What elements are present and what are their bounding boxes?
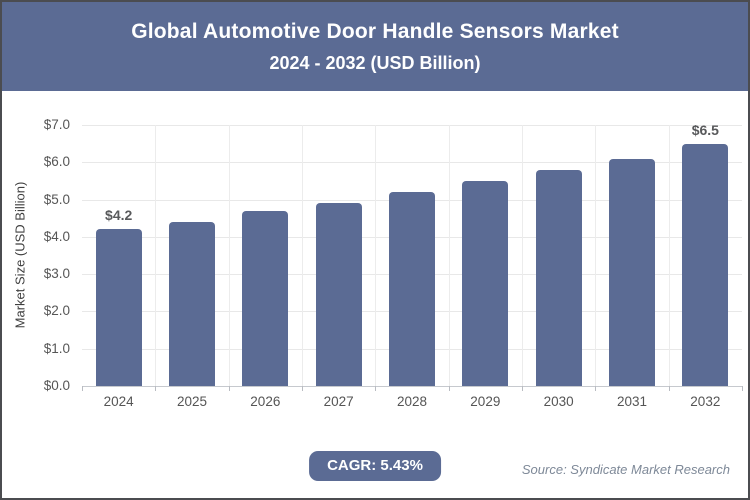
y-axis-tick-label: $4.0: [43, 228, 70, 244]
gridline-vertical: [595, 125, 597, 386]
x-axis-tick-mark: [375, 386, 377, 391]
gridline-vertical: [448, 125, 450, 386]
x-axis-tick-mark: [522, 386, 523, 391]
bar-2027: [315, 203, 362, 386]
cagr-badge: CAGR: 5.43%: [309, 451, 441, 481]
gridline-vertical: [522, 125, 523, 386]
x-axis-tick-label: 2027: [323, 394, 354, 409]
bar-2030: [535, 169, 582, 386]
plot-area: [82, 125, 742, 387]
y-axis-tick-label: $1.0: [43, 340, 70, 356]
x-axis-tick-mark: [595, 386, 597, 391]
y-axis-tick-label: $6.0: [43, 154, 70, 170]
gridline-vertical: [228, 125, 230, 386]
x-axis-tick-label: 2024: [103, 394, 134, 409]
source-attribution: Source: Syndicate Market Research: [521, 462, 730, 477]
bar-2025: [169, 221, 215, 386]
bar-value-label: $4.2: [105, 207, 133, 224]
chart-subtitle: 2024 - 2032 (USD Billion): [269, 52, 481, 73]
bar-2032: [682, 143, 729, 386]
bar-2028: [389, 192, 435, 386]
gridline-horizontal: [82, 125, 742, 126]
x-axis-tick-mark: [742, 386, 743, 391]
bar-2026: [242, 210, 289, 386]
y-axis-tick-label: $2.0: [43, 303, 70, 319]
gridline-vertical: [155, 125, 157, 386]
gridline-vertical: [375, 125, 377, 386]
bar-2024: [95, 229, 142, 386]
chart-region: Market Size (USD Billion) $0.0 $1.0 $2.0 $3…: [2, 91, 748, 440]
x-axis-line: [82, 386, 742, 387]
chart-header: Global Automotive Door Handle Sensors Ma…: [2, 2, 748, 91]
x-axis-tick-mark: [228, 386, 230, 391]
x-axis-tick-mark: [155, 386, 157, 391]
bar-2029: [462, 180, 509, 386]
x-axis-tick-label: 2026: [250, 394, 281, 409]
x-axis-tick-label: 2032: [690, 394, 721, 409]
gridline-vertical: [302, 125, 303, 386]
x-axis-tick-label: 2030: [543, 394, 574, 409]
x-axis-tick-label: 2028: [396, 394, 428, 409]
x-axis-tick-label: 2031: [616, 394, 648, 409]
y-axis-tick-label: $7.0: [43, 117, 70, 132]
gridline-horizontal: [82, 162, 742, 164]
gridline-vertical: [668, 125, 670, 386]
x-axis-tick-mark: [302, 386, 303, 391]
bar-value-label: $6.5: [691, 121, 719, 138]
chart-title: Global Automotive Door Handle Sensors Ma…: [131, 19, 619, 43]
y-axis-tick-label: $5.0: [43, 191, 70, 207]
x-axis-tick-label: 2029: [470, 394, 501, 409]
y-axis-tick-label: $0.0: [43, 378, 70, 393]
y-axis-tick-label: $3.0: [43, 266, 70, 282]
bar-2031: [609, 158, 655, 386]
x-axis-tick-label: 2025: [176, 394, 208, 409]
x-axis-tick-mark: [668, 386, 670, 391]
x-axis-tick-mark: [448, 386, 450, 391]
x-axis-tick-mark: [82, 386, 83, 391]
